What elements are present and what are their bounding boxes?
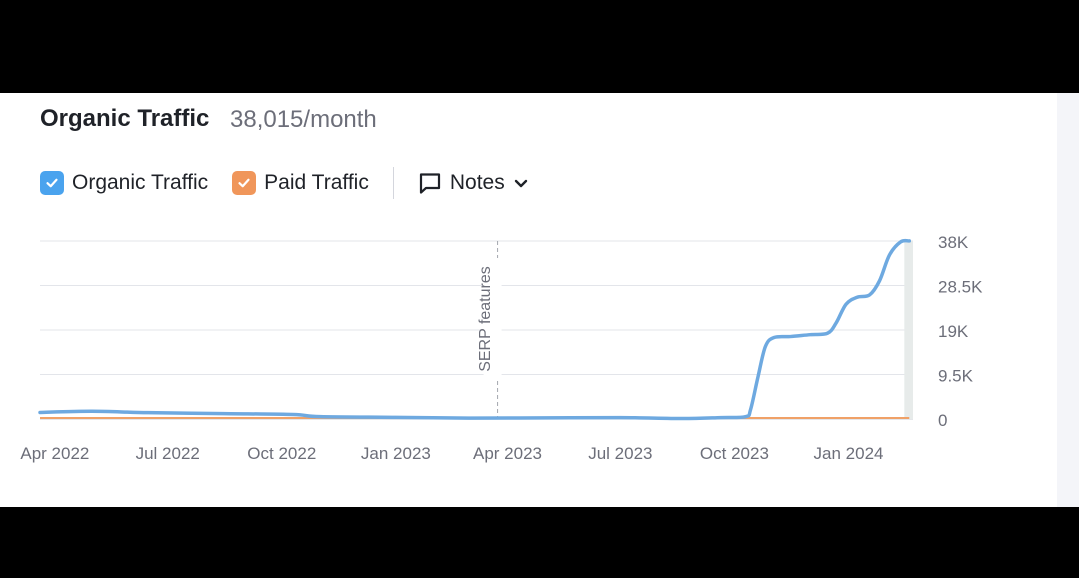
scrollbar-track[interactable] (1057, 93, 1079, 507)
y-tick-label: 28.5K (938, 278, 983, 297)
x-tick-label: Apr 2022 (20, 444, 89, 463)
x-tick-label: Oct 2023 (700, 444, 769, 463)
y-tick-label: 19K (938, 322, 969, 341)
x-tick-label: Jul 2022 (136, 444, 200, 463)
paid-legend-label: Paid Traffic (264, 171, 369, 194)
organic-legend-label: Organic Traffic (72, 171, 209, 194)
organic-traffic-line (38, 238, 912, 421)
current-period-highlight (904, 241, 913, 419)
note-bubble-icon (419, 173, 440, 194)
check-icon (46, 178, 58, 188)
x-tick-label: Apr 2023 (473, 444, 542, 463)
x-tick-label: Oct 2022 (247, 444, 316, 463)
chart-legend: Organic Traffic Paid Traffic Notes (40, 167, 529, 199)
notes-dropdown[interactable]: Notes (418, 171, 529, 195)
paid-checkbox[interactable] (232, 171, 257, 195)
legend-paid-toggle[interactable]: Paid Traffic (232, 171, 369, 195)
page-title: Organic Traffic (40, 105, 210, 132)
y-tick-label: 38K (938, 233, 969, 252)
annotation-label-bg (483, 258, 502, 380)
organic-checkbox[interactable] (40, 171, 64, 195)
traffic-panel: Organic Traffic 38,015/month Organic Tra… (0, 93, 1079, 507)
notes-label: Notes (449, 171, 505, 194)
monthly-traffic-value: 38,015/month (230, 106, 377, 133)
legend-divider (392, 167, 394, 199)
y-tick-label: 0 (938, 411, 947, 430)
y-tick-label: 9.5K (938, 367, 974, 386)
x-tick-label: Jan 2024 (814, 444, 884, 463)
traffic-chart: 0 9.5K 19K 28.5K 38K Apr 2022 Jul 2022 Oct 2022… (20, 233, 983, 463)
legend-organic-toggle[interactable]: Organic Traffic (40, 171, 208, 195)
check-icon (238, 178, 250, 188)
x-tick-label: Jul 2023 (588, 444, 652, 463)
chevron-down-icon (514, 179, 527, 188)
x-tick-label: Jan 2023 (361, 444, 431, 463)
annotation-label: SERP features (477, 266, 494, 372)
